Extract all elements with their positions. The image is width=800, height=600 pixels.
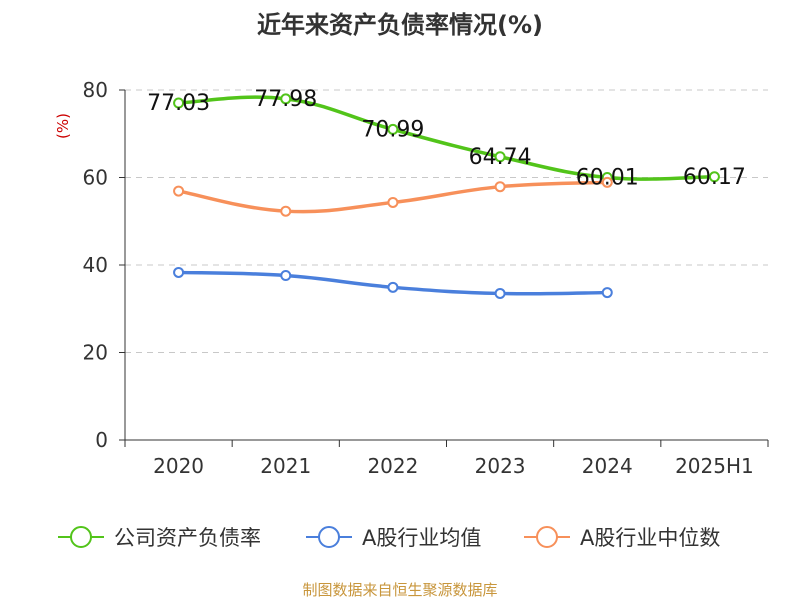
x-tick-label: 2020 <box>153 454 204 478</box>
series-line-0 <box>176 95 717 181</box>
data-label: 64.74 <box>469 145 532 170</box>
y-tick-label: 20 <box>83 341 108 365</box>
series-point-2 <box>173 185 185 197</box>
x-tick-label: 2023 <box>475 454 526 478</box>
source-note: 制图数据来自恒生聚源数据库 <box>302 581 497 599</box>
legend-label: A股行业中位数 <box>580 526 720 550</box>
series-point-2 <box>280 205 292 217</box>
legend-marker <box>70 526 92 548</box>
data-labels: 77.03 77.98 70.99 64.74 60.01 60.17 <box>147 87 746 191</box>
series-point-0 <box>708 171 720 183</box>
x-tick-label: 2024 <box>582 454 633 478</box>
legend-marker <box>536 526 558 548</box>
legend-item-2[interactable]: A股行业中位数 <box>524 526 720 550</box>
x-tick-label: 2022 <box>367 454 418 478</box>
series-point-0 <box>173 97 185 109</box>
series-point-2 <box>387 196 399 208</box>
grid-lines <box>125 89 768 353</box>
legend[interactable]: 公司资产负债率 A股行业均值 A股行业中位数 <box>58 526 720 550</box>
data-label: 70.99 <box>361 117 424 142</box>
legend-marker <box>318 526 340 548</box>
legend-item-1[interactable]: A股行业均值 <box>306 526 481 550</box>
legend-label: 公司资产负债率 <box>114 526 261 550</box>
series-group <box>173 93 720 299</box>
y-tick-label: 80 <box>83 78 108 102</box>
series-point-2 <box>494 181 506 193</box>
series-point-1 <box>173 266 185 278</box>
series-point-0 <box>280 93 292 105</box>
series-point-0 <box>387 123 399 135</box>
series-point-2 <box>601 176 613 188</box>
data-label: 77.03 <box>147 91 210 116</box>
series-point-1 <box>494 287 506 299</box>
series-point-0 <box>494 151 506 163</box>
y-tick-label: 40 <box>83 253 108 277</box>
series-point-1 <box>387 281 399 293</box>
data-label: 60.17 <box>683 165 746 190</box>
data-label: 77.98 <box>254 87 317 112</box>
series-point-1 <box>601 287 613 299</box>
data-label: 60.01 <box>576 165 639 190</box>
x-tick-label: 2021 <box>260 454 311 478</box>
legend-label: A股行业均值 <box>362 526 481 550</box>
x-tick-label: 2025H1 <box>675 454 754 478</box>
series-point-1 <box>280 270 292 281</box>
legend-item-0[interactable]: 公司资产负债率 <box>58 526 261 550</box>
y-axis-label: (%) <box>54 113 72 139</box>
y-tick-label: 60 <box>83 166 108 190</box>
y-tick-label: 0 <box>95 428 108 452</box>
chart-title: 近年来资产负债率情况(%) <box>257 11 543 39</box>
axes: 0 20 40 60 80 2020 2021 2022 2023 2024 2025H1 <box>83 78 769 478</box>
